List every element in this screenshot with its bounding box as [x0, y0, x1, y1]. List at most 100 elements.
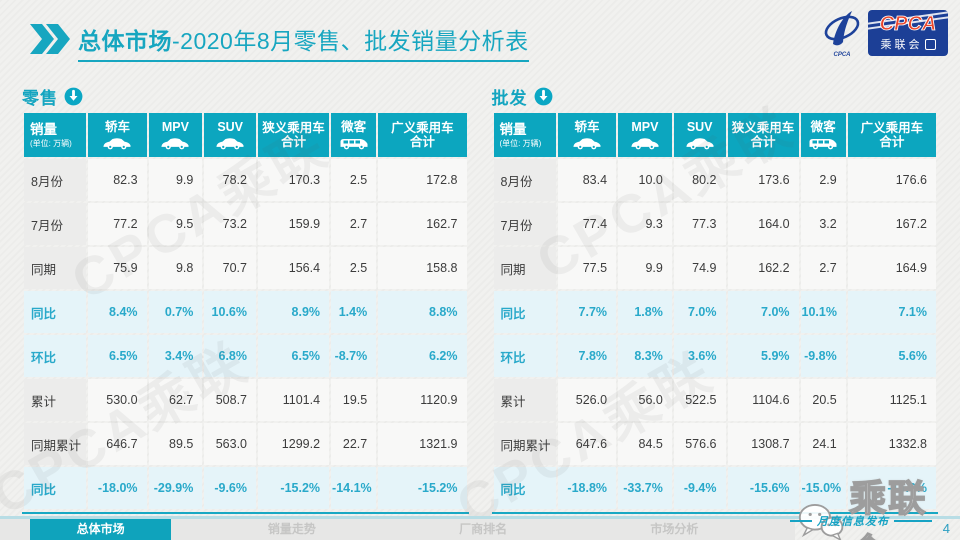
table-bottom-rule	[22, 512, 469, 514]
data-cell: 75.9	[88, 247, 147, 289]
wholesale-table: 销量 (单位: 万辆) 轿车 MPV SUV 狭义乘用车 合计 微客 广义乘用车 合计 8月份 83.…	[492, 111, 939, 511]
column-header-label: 微客	[810, 120, 836, 135]
row-label: 同比	[493, 467, 556, 509]
data-cell: 173.6	[727, 159, 799, 201]
row-label: 同期	[493, 247, 556, 289]
data-cell: -14.1%	[331, 467, 377, 509]
data-cell: 2.7	[331, 203, 377, 245]
data-cell: -15.6%	[847, 467, 936, 509]
column-header-unit: (单位: 万辆)	[499, 138, 542, 148]
tab-sales-trend[interactable]: 销量走势	[267, 522, 316, 536]
column-header-label: SUV	[217, 120, 244, 135]
section-label: 批发	[491, 88, 528, 108]
data-cell: -15.2%	[378, 467, 467, 509]
column-header-sales: 销量 (单位: 万辆)	[493, 113, 556, 157]
note-dash	[894, 520, 932, 522]
column-header-label: 轿车	[104, 120, 130, 135]
table-row: 同期累计 647.6 84.5 576.6 1308.7 24.1 1332.8	[493, 423, 936, 465]
data-cell: -33.7%	[618, 467, 672, 509]
table-row: 8月份 83.4 10.0 80.2 173.6 2.9 176.6	[493, 159, 936, 201]
column-header-sedan: 轿车	[88, 113, 147, 157]
data-cell: 2.5	[331, 247, 377, 289]
data-cell: -29.9%	[148, 467, 203, 509]
data-cell: -9.4%	[673, 467, 726, 509]
column-header-suv: SUV	[204, 113, 256, 157]
row-label: 同期累计	[24, 423, 87, 465]
cpca-logo-box: CPCA 乘联会	[868, 10, 948, 56]
table-row: 同比 -18.8% -33.7% -9.4% -15.6% -15.0% -15.6%	[493, 467, 936, 509]
data-cell: -15.6%	[727, 467, 799, 509]
data-cell: 1125.1	[847, 379, 936, 421]
column-header-label-line2: 合计	[409, 135, 435, 149]
data-cell: 1120.9	[378, 379, 467, 421]
row-label: 同期累计	[493, 423, 556, 465]
data-cell: 80.2	[673, 159, 726, 201]
page-title: 总体市场-2020年8月零售、批发销量分析表	[78, 22, 529, 62]
row-label: 8月份	[493, 159, 556, 201]
data-cell: 2.5	[331, 159, 377, 201]
table-row: 同比 -18.0% -29.9% -9.6% -15.2% -14.1% -15.2%	[24, 467, 467, 509]
section-label: 零售	[22, 88, 58, 108]
data-cell: 162.2	[727, 247, 799, 289]
data-cell: 7.7%	[557, 291, 617, 333]
column-header-label: MPV	[161, 120, 189, 135]
table-row: 环比 7.8% 8.3% 3.6% 5.9% -9.8% 5.6%	[493, 335, 936, 377]
tab-overall-market[interactable]: 总体市场	[30, 519, 172, 540]
data-cell: 647.6	[557, 423, 617, 465]
data-cell: 156.4	[258, 247, 330, 289]
row-label: 环比	[24, 335, 87, 377]
data-cell: 9.9	[618, 247, 672, 289]
page-title-bold: 总体市场	[78, 28, 172, 54]
data-cell: 7.0%	[727, 291, 799, 333]
data-cell: 162.7	[378, 203, 467, 245]
retail-table: 销量 (单位: 万辆) 轿车 MPV SUV 狭义乘用车 合计 微客 广义乘用车 合计 8月份 82.…	[22, 111, 469, 511]
row-label: 7月份	[24, 203, 87, 245]
data-cell: 3.6%	[673, 335, 726, 377]
column-header-narrow-total: 狭义乘用车 合计	[727, 113, 799, 157]
data-cell: 10.0	[618, 159, 672, 201]
data-cell: 22.7	[331, 423, 377, 465]
column-header-sedan: 轿车	[557, 113, 617, 157]
data-cell: 77.5	[557, 247, 617, 289]
data-cell: 164.9	[847, 247, 936, 289]
row-label: 7月份	[493, 203, 556, 245]
data-cell: 73.2	[204, 203, 256, 245]
data-cell: 1.8%	[618, 291, 672, 333]
data-cell: 563.0	[204, 423, 256, 465]
column-header-label: 广义乘用车	[860, 120, 924, 135]
table-row: 环比 6.5% 3.4% 6.8% 6.5% -8.7% 6.2%	[24, 335, 467, 377]
data-cell: 5.6%	[847, 335, 936, 377]
cpca-name-text: 乘联会	[880, 39, 923, 51]
data-cell: 3.2	[800, 203, 846, 245]
table-row: 同期 77.5 9.9 74.9 162.2 2.7 164.9	[493, 247, 936, 289]
data-cell: 6.2%	[378, 335, 467, 377]
header-row: 销量 (单位: 万辆) 轿车 MPV SUV 狭义乘用车 合计 微客 广义乘用车 合计	[24, 113, 467, 157]
row-label: 同期	[24, 247, 87, 289]
page-number: 4	[942, 521, 950, 536]
table-row: 同期累计 646.7 89.5 563.0 1299.2 22.7 1321.9	[24, 423, 467, 465]
circle-down-arrow-icon	[64, 87, 83, 105]
table-row: 累计 526.0 56.0 522.5 1104.6 20.5 1125.1	[493, 379, 936, 421]
row-label: 累计	[24, 379, 87, 421]
header-row: 销量 (单位: 万辆) 轿车 MPV SUV 狭义乘用车 合计 微客 广义乘用车 合计	[493, 113, 936, 157]
cpca-logo: CPCA CPCA 乘联会	[819, 8, 948, 58]
table-row: 同期 75.9 9.8 70.7 156.4 2.5 158.8	[24, 247, 467, 289]
cpca-acronym: CPCA	[879, 13, 937, 35]
column-header-label: SUV	[686, 120, 713, 135]
data-cell: 84.5	[618, 423, 672, 465]
wholesale-table-section: 批发 销量 (单位: 万辆) 轿车 MPV SUV 狭义乘用车 合计 微客 广义乘用车 合计 8月份…	[491, 84, 939, 514]
data-cell: 56.0	[618, 379, 672, 421]
column-header-label-line2: 合计	[281, 135, 307, 149]
data-cell: 2.9	[800, 159, 846, 201]
data-cell: 6.5%	[258, 335, 330, 377]
data-cell: 8.8%	[378, 291, 467, 333]
chevron-double-icon	[30, 24, 70, 54]
tab-oem-ranking[interactable]: 厂商排名	[459, 522, 508, 536]
column-header-label: 销量	[30, 122, 57, 138]
data-cell: 1332.8	[847, 423, 936, 465]
tab-market-analysis[interactable]: 市场分析	[650, 522, 699, 536]
data-cell: 10.6%	[204, 291, 256, 333]
row-label: 同比	[24, 291, 87, 333]
data-cell: 9.5	[148, 203, 203, 245]
data-cell: 62.7	[148, 379, 203, 421]
